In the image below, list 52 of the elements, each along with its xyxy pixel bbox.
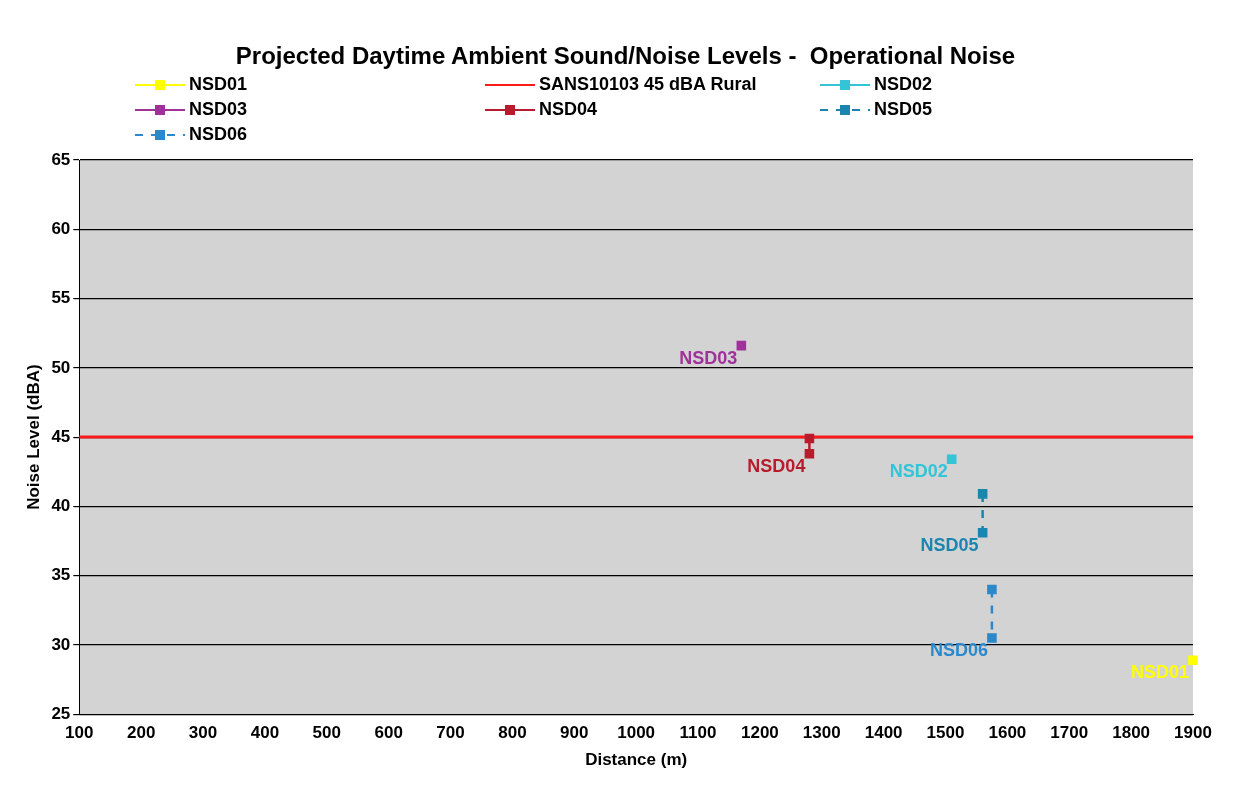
legend-label: SANS10103 45 dBA Rural: [539, 74, 757, 95]
point: [946, 454, 957, 465]
point: [804, 448, 815, 459]
legend-label: NSD06: [189, 124, 248, 145]
x-tick-label: 300: [188, 723, 218, 743]
point: [736, 340, 747, 351]
x-tick-label: 1700: [1050, 723, 1089, 743]
x-tick-label: 1800: [1112, 723, 1151, 743]
legend-label: NSD05: [874, 99, 933, 120]
x-tick-label: 700: [436, 723, 465, 743]
x-axis-title: Distance (m): [585, 750, 688, 770]
x-tick-label: 1500: [926, 723, 965, 743]
y-tick-label: 25: [51, 703, 71, 723]
text: NSD02: [889, 461, 948, 482]
legend-label: NSD02: [874, 74, 933, 95]
x-tick-label: 600: [374, 723, 403, 743]
y-tick-label: 50: [51, 357, 71, 377]
legend-label: NSD01: [189, 74, 248, 95]
x-tick-label: 1100: [679, 723, 717, 743]
x-tick-label: 500: [312, 723, 341, 743]
y-axis-title: Noise Level (dBA): [23, 364, 43, 510]
y-tick-label: 40: [51, 496, 71, 516]
y-tick-label: 35: [51, 565, 71, 585]
point: [977, 489, 988, 499]
text: NSD06: [929, 639, 988, 660]
y-tick-label: 45: [51, 426, 71, 446]
y-tick-label: 55: [51, 288, 71, 308]
point: [804, 433, 815, 444]
x-tick-label: 1300: [802, 723, 841, 743]
x-tick-label: 400: [250, 723, 280, 743]
x-tick-label: 1200: [740, 723, 779, 743]
legend-label: NSD03: [189, 99, 248, 120]
x-tick-label: 1000: [617, 723, 656, 743]
x-tick-label: 1400: [864, 723, 903, 743]
text: NSD04: [747, 455, 806, 476]
y-tick-label: 65: [51, 149, 71, 169]
text: NSD05: [920, 534, 979, 555]
point: [987, 633, 997, 643]
x-tick-label: 100: [65, 723, 94, 743]
chart-title: Projected Daytime Ambient Sound/Noise Levels - Operational Noise: [234, 42, 1017, 70]
x-tick-label: 900: [560, 723, 589, 743]
x-tick-label: 1900: [1174, 723, 1212, 743]
point: [977, 527, 988, 538]
x-tick-label: 800: [498, 723, 527, 743]
point: [987, 584, 997, 595]
y-tick-label: 30: [51, 634, 71, 654]
text: NSD03: [679, 347, 738, 368]
text: NSD01: [1130, 662, 1189, 683]
legend-label: NSD04: [539, 99, 598, 120]
x-tick-label: 200: [126, 723, 156, 743]
y-tick-label: 60: [51, 218, 71, 238]
x-tick-label: 1600: [988, 723, 1027, 743]
